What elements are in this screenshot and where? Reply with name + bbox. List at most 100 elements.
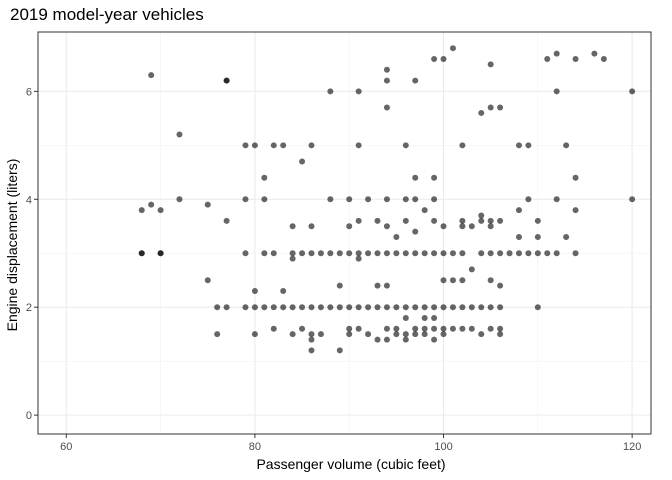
data-point xyxy=(440,277,447,284)
data-point xyxy=(497,304,504,311)
data-point xyxy=(383,66,390,73)
data-point xyxy=(402,314,409,321)
data-point xyxy=(440,325,447,332)
data-point xyxy=(553,50,560,57)
data-point xyxy=(421,331,428,338)
data-point xyxy=(280,288,287,295)
data-point xyxy=(355,325,362,332)
data-point xyxy=(327,304,334,311)
data-point xyxy=(289,250,296,257)
data-point xyxy=(214,304,221,311)
data-point xyxy=(157,207,164,214)
data-point xyxy=(534,250,541,257)
data-point xyxy=(600,55,607,62)
data-point xyxy=(346,223,353,230)
data-point xyxy=(431,196,438,203)
data-point xyxy=(308,304,315,311)
data-point xyxy=(176,196,183,203)
data-point xyxy=(251,288,258,295)
data-point xyxy=(440,55,447,62)
data-point xyxy=(431,55,438,62)
data-point xyxy=(468,304,475,311)
data-point xyxy=(534,217,541,224)
data-point xyxy=(223,217,230,224)
data-point xyxy=(487,304,494,311)
data-point xyxy=(355,250,362,257)
data-point xyxy=(459,217,466,224)
data-point xyxy=(572,55,579,62)
data-point xyxy=(478,304,485,311)
data-point xyxy=(148,72,155,79)
data-point xyxy=(346,331,353,338)
data-point xyxy=(374,304,381,311)
data-point xyxy=(138,250,145,257)
data-point xyxy=(402,142,409,149)
data-point xyxy=(374,250,381,257)
data-point xyxy=(289,331,296,338)
data-point xyxy=(402,304,409,311)
data-point xyxy=(280,142,287,149)
data-point xyxy=(223,304,230,311)
data-point xyxy=(148,201,155,208)
data-point xyxy=(365,250,372,257)
data-point xyxy=(591,50,598,57)
data-point xyxy=(299,158,306,165)
data-point xyxy=(449,45,456,52)
data-point xyxy=(374,282,381,289)
data-point xyxy=(487,104,494,111)
data-point xyxy=(402,217,409,224)
data-point xyxy=(157,250,164,257)
data-point xyxy=(478,217,485,224)
data-point xyxy=(440,304,447,311)
y-tick-label: 2 xyxy=(26,302,32,314)
data-point xyxy=(355,217,362,224)
data-point xyxy=(393,250,400,257)
data-point xyxy=(214,331,221,338)
data-point xyxy=(204,201,211,208)
y-axis-ticks: 0 2 4 6 xyxy=(26,86,38,422)
data-point xyxy=(383,250,390,257)
y-tick-label: 6 xyxy=(26,86,32,98)
x-axis-ticks: 60 80 100 120 xyxy=(60,434,641,453)
data-point xyxy=(308,336,315,343)
data-point xyxy=(383,104,390,111)
data-point xyxy=(440,250,447,257)
data-point xyxy=(355,88,362,95)
data-point xyxy=(497,250,504,257)
data-point xyxy=(497,331,504,338)
data-point xyxy=(204,277,211,284)
data-point xyxy=(525,250,532,257)
data-point xyxy=(242,142,249,149)
data-point xyxy=(421,304,428,311)
x-tick-label: 100 xyxy=(434,441,452,453)
data-point xyxy=(497,217,504,224)
data-point xyxy=(544,55,551,62)
data-point xyxy=(336,282,343,289)
data-point xyxy=(355,255,362,262)
data-point xyxy=(402,196,409,203)
data-point xyxy=(497,104,504,111)
data-point xyxy=(572,250,579,257)
data-point xyxy=(553,250,560,257)
data-point xyxy=(459,325,466,332)
data-point xyxy=(421,314,428,321)
data-point xyxy=(374,217,381,224)
data-point xyxy=(459,250,466,257)
data-point xyxy=(629,88,636,95)
major-gridlines xyxy=(38,32,651,434)
data-point xyxy=(487,61,494,68)
data-point xyxy=(515,234,522,241)
data-point xyxy=(412,325,419,332)
data-point xyxy=(176,131,183,138)
data-point xyxy=(487,325,494,332)
chart-title: 2019 model-year vehicles xyxy=(10,5,204,24)
data-point xyxy=(223,77,230,84)
data-point xyxy=(365,304,372,311)
data-point xyxy=(402,336,409,343)
data-points xyxy=(138,45,636,354)
data-point xyxy=(251,331,258,338)
data-point xyxy=(374,336,381,343)
plot-panel-border xyxy=(37,31,652,435)
data-point xyxy=(431,304,438,311)
data-point xyxy=(270,142,277,149)
